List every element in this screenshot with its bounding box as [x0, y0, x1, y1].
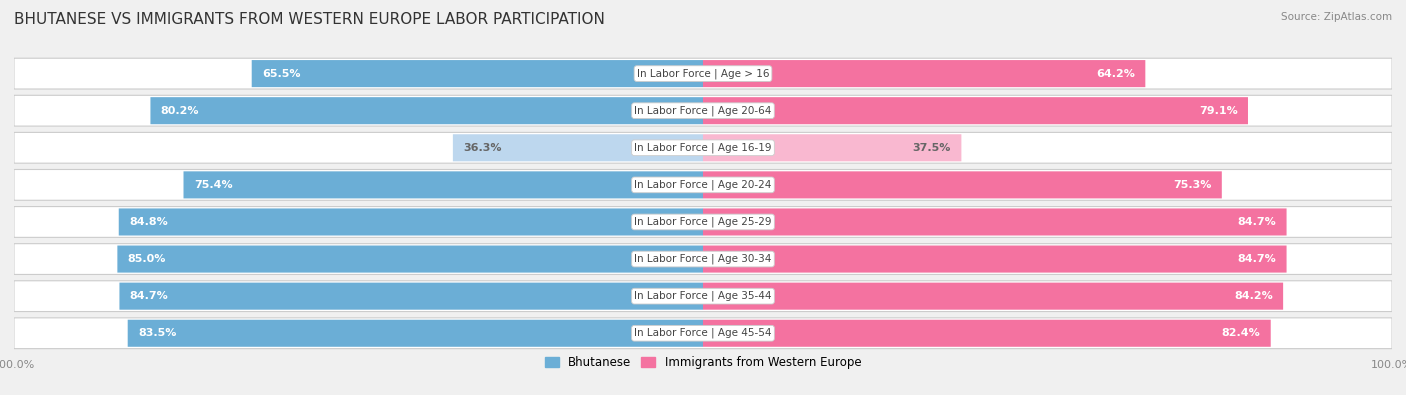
Text: Source: ZipAtlas.com: Source: ZipAtlas.com	[1281, 12, 1392, 22]
FancyBboxPatch shape	[252, 60, 703, 87]
Text: 80.2%: 80.2%	[160, 106, 200, 116]
Text: 64.2%: 64.2%	[1097, 69, 1135, 79]
Text: 84.7%: 84.7%	[129, 291, 169, 301]
Text: 75.3%: 75.3%	[1173, 180, 1212, 190]
FancyBboxPatch shape	[150, 97, 703, 124]
Text: BHUTANESE VS IMMIGRANTS FROM WESTERN EUROPE LABOR PARTICIPATION: BHUTANESE VS IMMIGRANTS FROM WESTERN EUR…	[14, 12, 605, 27]
FancyBboxPatch shape	[14, 281, 1392, 312]
FancyBboxPatch shape	[703, 134, 962, 161]
Text: 82.4%: 82.4%	[1222, 328, 1260, 338]
Text: 84.2%: 84.2%	[1234, 291, 1272, 301]
Text: In Labor Force | Age 35-44: In Labor Force | Age 35-44	[634, 291, 772, 301]
FancyBboxPatch shape	[703, 282, 1284, 310]
Text: 85.0%: 85.0%	[128, 254, 166, 264]
Text: In Labor Force | Age > 16: In Labor Force | Age > 16	[637, 68, 769, 79]
Text: 84.8%: 84.8%	[129, 217, 167, 227]
FancyBboxPatch shape	[128, 320, 703, 347]
FancyBboxPatch shape	[703, 320, 1271, 347]
FancyBboxPatch shape	[703, 171, 1222, 198]
FancyBboxPatch shape	[703, 246, 1286, 273]
Text: In Labor Force | Age 45-54: In Labor Force | Age 45-54	[634, 328, 772, 339]
Text: 79.1%: 79.1%	[1199, 106, 1237, 116]
Text: 65.5%: 65.5%	[262, 69, 301, 79]
Text: 36.3%: 36.3%	[463, 143, 502, 153]
FancyBboxPatch shape	[703, 97, 1249, 124]
FancyBboxPatch shape	[118, 209, 703, 235]
FancyBboxPatch shape	[14, 244, 1392, 275]
Text: In Labor Force | Age 20-64: In Labor Force | Age 20-64	[634, 105, 772, 116]
FancyBboxPatch shape	[703, 209, 1286, 235]
FancyBboxPatch shape	[120, 282, 703, 310]
FancyBboxPatch shape	[14, 318, 1392, 349]
FancyBboxPatch shape	[453, 134, 703, 161]
FancyBboxPatch shape	[14, 169, 1392, 200]
FancyBboxPatch shape	[14, 58, 1392, 89]
Text: 83.5%: 83.5%	[138, 328, 176, 338]
FancyBboxPatch shape	[14, 132, 1392, 163]
Text: 37.5%: 37.5%	[912, 143, 950, 153]
FancyBboxPatch shape	[117, 246, 703, 273]
Text: In Labor Force | Age 30-34: In Labor Force | Age 30-34	[634, 254, 772, 264]
Text: In Labor Force | Age 20-24: In Labor Force | Age 20-24	[634, 180, 772, 190]
Text: 84.7%: 84.7%	[1237, 254, 1277, 264]
Text: In Labor Force | Age 25-29: In Labor Force | Age 25-29	[634, 217, 772, 227]
Text: 84.7%: 84.7%	[1237, 217, 1277, 227]
FancyBboxPatch shape	[14, 207, 1392, 237]
FancyBboxPatch shape	[703, 60, 1146, 87]
Text: In Labor Force | Age 16-19: In Labor Force | Age 16-19	[634, 143, 772, 153]
Text: 75.4%: 75.4%	[194, 180, 232, 190]
FancyBboxPatch shape	[184, 171, 703, 198]
FancyBboxPatch shape	[14, 95, 1392, 126]
Legend: Bhutanese, Immigrants from Western Europe: Bhutanese, Immigrants from Western Europ…	[540, 352, 866, 374]
